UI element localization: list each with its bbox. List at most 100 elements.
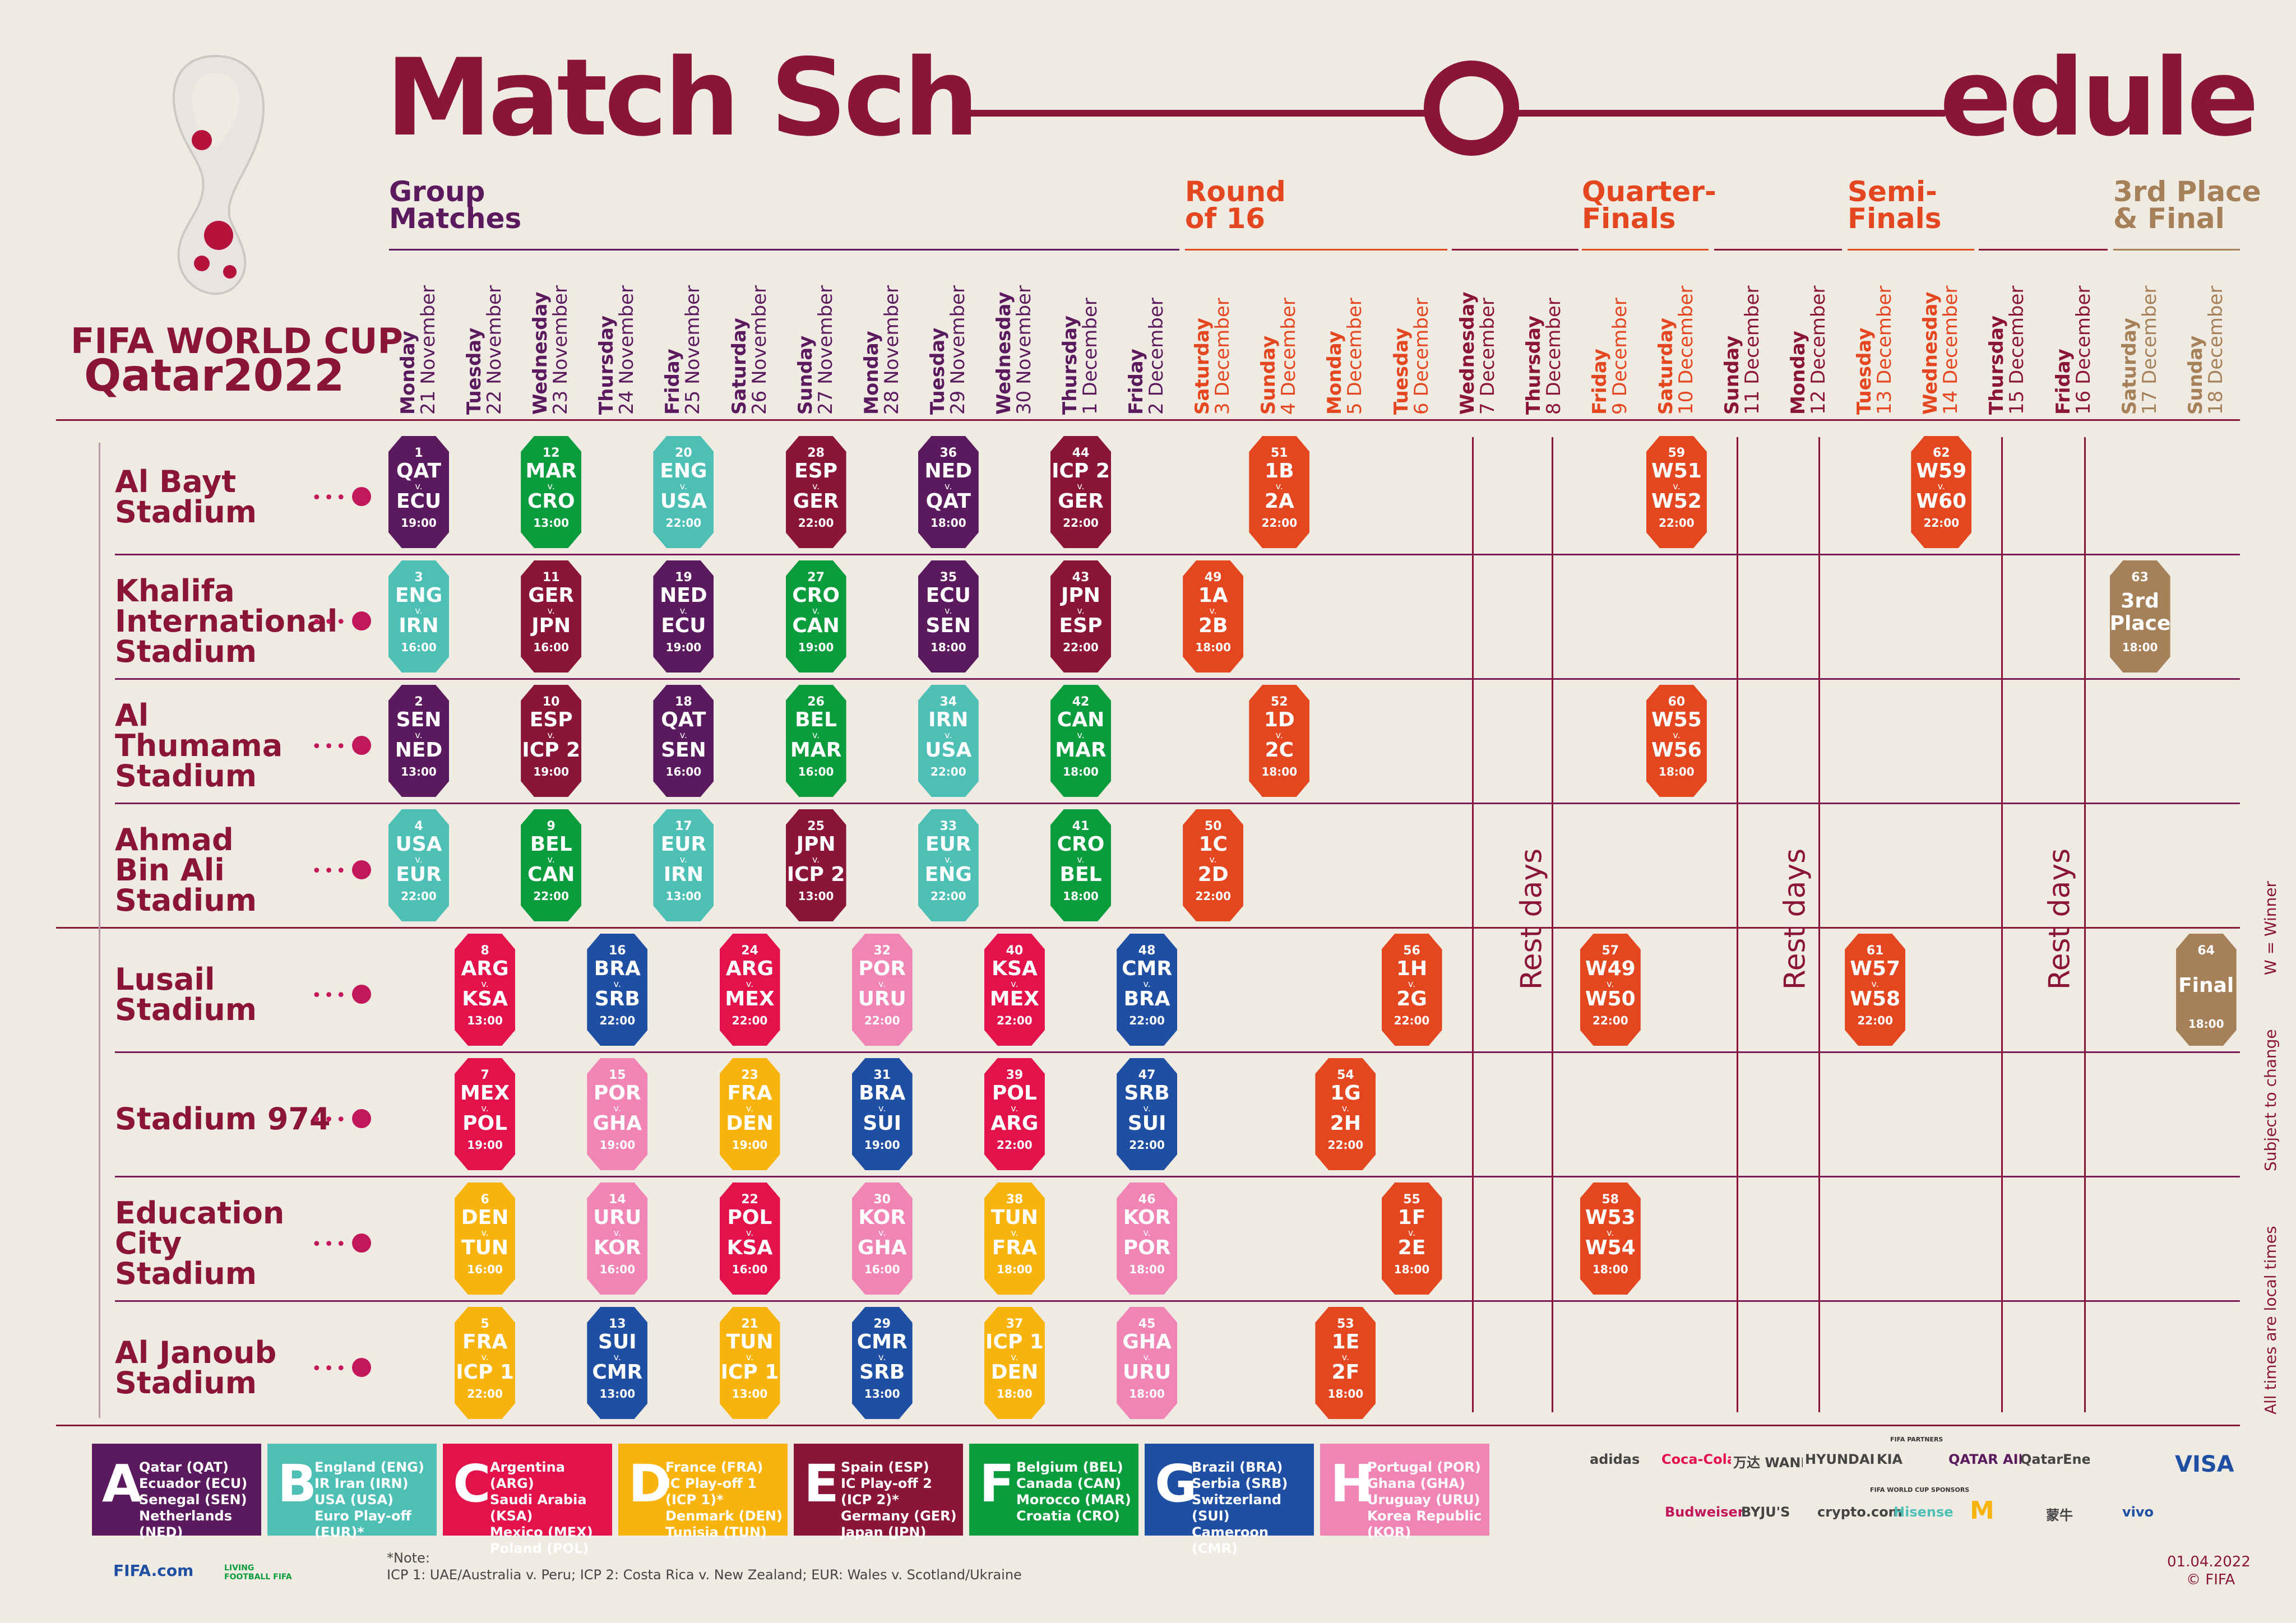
match-team-a: MAR xyxy=(525,460,577,483)
match-card[interactable]: 50 1C v. 2D 22:00 xyxy=(1183,809,1244,921)
match-card[interactable]: 49 1A v. 2B 18:00 xyxy=(1183,560,1244,673)
match-card[interactable]: 29 CMR v. SRB 13:00 xyxy=(851,1307,913,1419)
match-number: 54 xyxy=(1337,1068,1354,1082)
sponsor-logo: M xyxy=(1970,1496,1994,1525)
match-time: 18:00 xyxy=(997,1387,1033,1401)
match-card[interactable]: 43 JPN v. ESP 22:00 xyxy=(1050,560,1111,673)
day-weekday: Thursday xyxy=(1985,315,2008,415)
match-number: 60 xyxy=(1668,695,1686,709)
venue-dots: ••• xyxy=(312,1235,349,1254)
match-card[interactable]: 54 1G v. 2H 22:00 xyxy=(1315,1058,1376,1170)
day-header: Monday 21 November xyxy=(397,263,439,415)
match-card[interactable]: 10 ESP v. ICP 2 19:00 xyxy=(521,685,582,797)
side-note-local-times: All times are local times xyxy=(2261,1226,2280,1415)
match-vs: v. xyxy=(878,979,886,989)
match-card[interactable]: 7 MEX v. POL 19:00 xyxy=(455,1058,516,1170)
match-card[interactable]: 20 ENG v. USA 22:00 xyxy=(653,436,714,548)
match-card[interactable]: 57 W49 v. W50 22:00 xyxy=(1580,934,1641,1046)
match-card[interactable]: 38 TUN v. FRA 18:00 xyxy=(984,1183,1045,1295)
day-date: 13 December xyxy=(1873,285,1896,415)
match-card[interactable]: 27 CRO v. CAN 19:00 xyxy=(785,560,846,673)
match-card[interactable]: 8 ARG v. KSA 13:00 xyxy=(455,934,516,1046)
group-card: C Argentina (ARG) Saudi Arabia (KSA) Mexi… xyxy=(443,1444,612,1556)
match-card[interactable]: 33 EUR v. ENG 22:00 xyxy=(918,809,979,921)
match-card[interactable]: 30 KOR v. GHA 16:00 xyxy=(851,1183,913,1295)
page-title-end: edule xyxy=(1939,36,2259,160)
row-divider xyxy=(115,678,2240,680)
match-card[interactable]: 41 CRO v. BEL 18:00 xyxy=(1050,809,1111,921)
match-card[interactable]: 31 BRA v. SUI 19:00 xyxy=(851,1058,913,1170)
match-card[interactable]: 45 GHA v. URU 18:00 xyxy=(1117,1307,1178,1419)
match-card[interactable]: 46 KOR v. POR 18:00 xyxy=(1117,1183,1178,1295)
match-card[interactable]: 53 1E v. 2F 18:00 xyxy=(1315,1307,1376,1419)
match-number: 14 xyxy=(608,1193,626,1207)
stage-line-rest2 xyxy=(1714,249,1842,251)
match-card[interactable]: 60 W55 v. W56 18:00 xyxy=(1646,685,1707,797)
match-team-a: CRO xyxy=(792,584,840,607)
match-card[interactable]: 26 BEL v. MAR 16:00 xyxy=(785,685,846,797)
match-time: 18:00 xyxy=(930,641,966,654)
match-card[interactable]: 19 NED v. ECU 19:00 xyxy=(653,560,714,673)
match-card[interactable]: 9 BEL v. CAN 22:00 xyxy=(521,809,582,921)
match-card[interactable]: 35 ECU v. SEN 18:00 xyxy=(918,560,979,673)
match-card[interactable]: 14 URU v. KOR 16:00 xyxy=(587,1183,648,1295)
match-card[interactable]: 15 POR v. GHA 19:00 xyxy=(587,1058,648,1170)
match-card[interactable]: 4 USA v. EUR 22:00 xyxy=(388,809,449,921)
match-card[interactable]: 55 1F v. 2E 18:00 xyxy=(1381,1183,1442,1295)
match-card[interactable]: 64 Final 18:00 xyxy=(2175,934,2237,1046)
match-number: 35 xyxy=(939,571,957,585)
match-card[interactable]: 40 KSA v. MEX 22:00 xyxy=(984,934,1045,1046)
match-card[interactable]: 1 QAT v. ECU 19:00 xyxy=(388,436,449,548)
match-vs: v. xyxy=(1937,481,1945,491)
stadium-ball-icon xyxy=(352,1234,371,1253)
match-card[interactable]: 32 POR v. URU 22:00 xyxy=(851,934,913,1046)
match-vs: v. xyxy=(746,1352,754,1362)
match-card[interactable]: 3 ENG v. IRN 16:00 xyxy=(388,560,449,673)
match-card[interactable]: 62 W59 v. W60 22:00 xyxy=(1911,436,1972,548)
match-card[interactable]: 39 POL v. ARG 22:00 xyxy=(984,1058,1045,1170)
match-card[interactable]: 18 QAT v. SEN 16:00 xyxy=(653,685,714,797)
match-card[interactable]: 28 ESP v. GER 22:00 xyxy=(785,436,846,548)
match-card[interactable]: 61 W57 v. W58 22:00 xyxy=(1845,934,1906,1046)
match-card[interactable]: 21 TUN v. ICP 1 13:00 xyxy=(719,1307,780,1419)
match-card[interactable]: 44 ICP 2 v. GER 22:00 xyxy=(1050,436,1111,548)
stage-line-rest1 xyxy=(1452,249,1578,251)
match-card[interactable]: 48 CMR v. BRA 22:00 xyxy=(1117,934,1178,1046)
match-card[interactable]: 23 FRA v. DEN 19:00 xyxy=(719,1058,780,1170)
match-card[interactable]: 36 NED v. QAT 18:00 xyxy=(918,436,979,548)
match-card[interactable]: 59 W51 v. W52 22:00 xyxy=(1646,436,1707,548)
match-card[interactable]: 56 1H v. 2G 22:00 xyxy=(1381,934,1442,1046)
match-card[interactable]: 12 MAR v. CRO 13:00 xyxy=(521,436,582,548)
match-card[interactable]: 11 GER v. JPN 16:00 xyxy=(521,560,582,673)
match-number: 49 xyxy=(1204,571,1222,585)
match-card[interactable]: 22 POL v. KSA 16:00 xyxy=(719,1183,780,1295)
match-card[interactable]: 47 SRB v. SUI 22:00 xyxy=(1117,1058,1178,1170)
fifa-com-link[interactable]: FIFA.com xyxy=(113,1561,194,1580)
day-weekday: Thursday xyxy=(595,315,618,415)
match-vs: v. xyxy=(1209,854,1217,865)
match-time: 18:00 xyxy=(1261,765,1298,778)
match-card[interactable]: 42 CAN v. MAR 18:00 xyxy=(1050,685,1111,797)
match-card[interactable]: 51 1B v. 2A 22:00 xyxy=(1249,436,1310,548)
match-team-a: ARG xyxy=(725,957,774,980)
match-number: 17 xyxy=(675,819,692,833)
match-card[interactable]: 2 SEN v. NED 13:00 xyxy=(388,685,449,797)
day-weekday: Monday xyxy=(1787,331,1810,415)
match-card[interactable]: 13 SUI v. CMR 13:00 xyxy=(587,1307,648,1419)
match-card[interactable]: 5 FRA v. ICP 1 22:00 xyxy=(455,1307,516,1419)
match-card[interactable]: 16 BRA v. SRB 22:00 xyxy=(587,934,648,1046)
match-card[interactable]: 34 IRN v. USA 22:00 xyxy=(918,685,979,797)
match-card[interactable]: 63 3rd Place 18:00 xyxy=(2109,560,2170,673)
match-vs: v. xyxy=(1341,1103,1350,1114)
match-card[interactable]: 24 ARG v. MEX 22:00 xyxy=(719,934,780,1046)
match-vs: v. xyxy=(1077,481,1085,491)
match-card[interactable]: 6 DEN v. TUN 16:00 xyxy=(455,1183,516,1295)
day-date: 17 December xyxy=(2138,285,2161,415)
match-card[interactable]: 37 ICP 1 v. DEN 18:00 xyxy=(984,1307,1045,1419)
match-card[interactable]: 17 EUR v. IRN 13:00 xyxy=(653,809,714,921)
match-card[interactable]: 58 W53 v. W54 18:00 xyxy=(1580,1183,1641,1295)
match-card[interactable]: 52 1D v. 2C 18:00 xyxy=(1249,685,1310,797)
match-card[interactable]: 25 JPN v. ICP 2 13:00 xyxy=(785,809,846,921)
match-time: 13:00 xyxy=(401,765,437,778)
match-time: 18:00 xyxy=(1659,765,1695,778)
